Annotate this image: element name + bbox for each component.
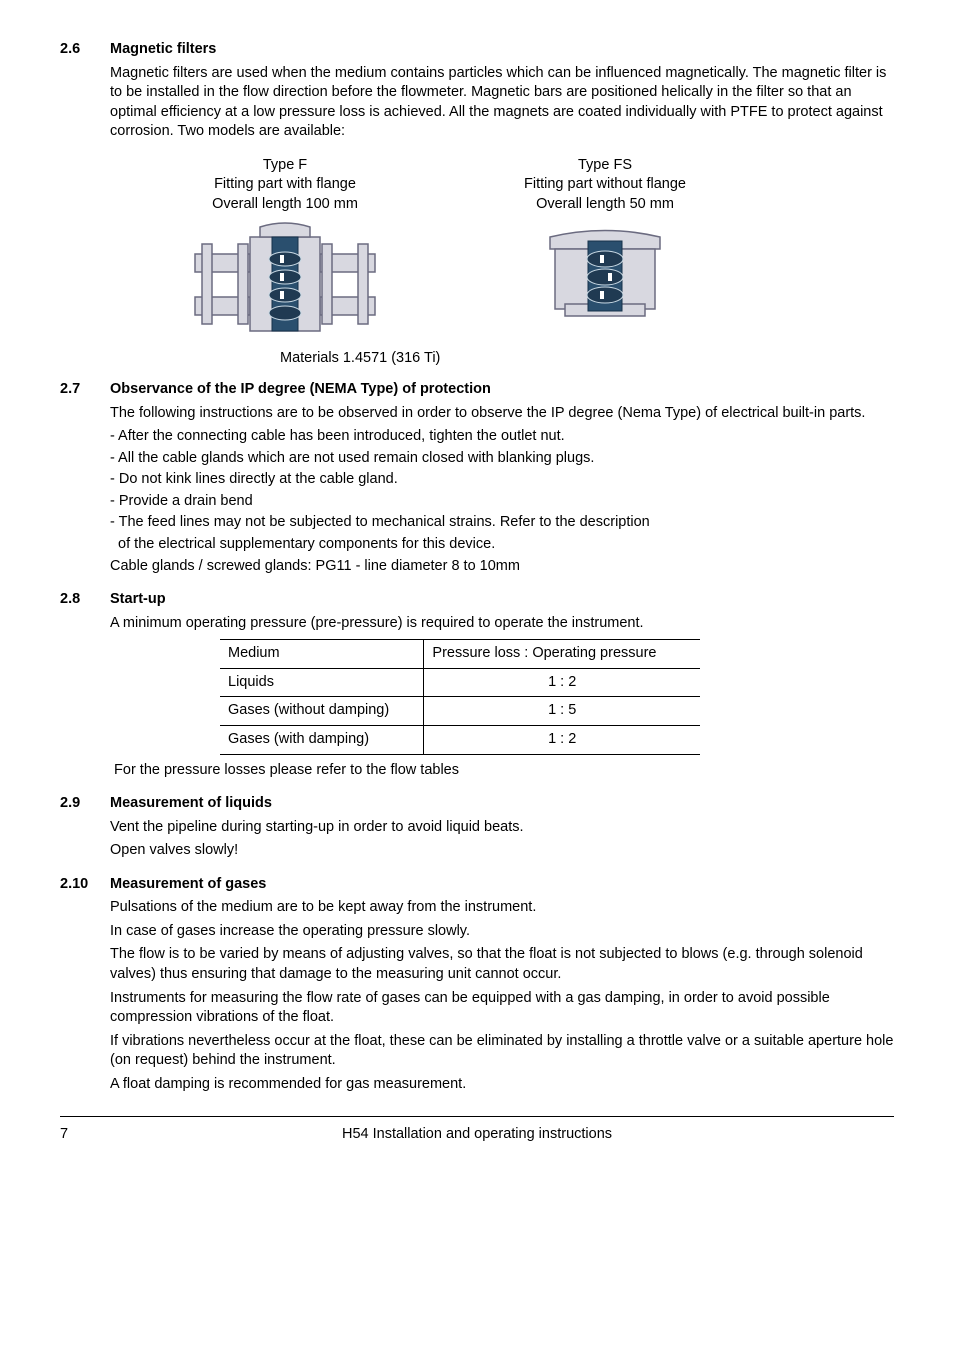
- paragraph: Pulsations of the medium are to be kept …: [110, 898, 894, 918]
- section-number: 2.10: [60, 875, 110, 1099]
- section-number: 2.7: [60, 380, 110, 580]
- table-cell: Gases (with damping): [220, 725, 424, 754]
- section-body: Measurement of gases Pulsations of the m…: [110, 875, 894, 1099]
- section-title: Measurement of gases: [110, 875, 894, 895]
- table-cell: Liquids: [220, 668, 424, 697]
- section-title: Magnetic filters: [110, 40, 894, 60]
- filter-type-fs-column: Type FS Fitting part without flange Over…: [460, 156, 750, 339]
- section-number: 2.6: [60, 40, 110, 368]
- table-header-medium: Medium: [220, 640, 424, 669]
- paragraph: Vent the pipeline during starting-up in …: [110, 818, 894, 838]
- table-row: Gases (without damping) 1 : 5: [220, 697, 700, 726]
- paragraph: Cable glands / screwed glands: PG11 - li…: [110, 557, 894, 577]
- table-cell: 1 : 2: [424, 668, 700, 697]
- filter-fs-line3: Overall length 50 mm: [460, 195, 750, 215]
- section-title: Start-up: [110, 590, 894, 610]
- table-row: Liquids 1 : 2: [220, 668, 700, 697]
- paragraph: If vibrations nevertheless occur at the …: [110, 1032, 894, 1071]
- table-row: Gases (with damping) 1 : 2: [220, 725, 700, 754]
- paragraph: Open valves slowly!: [110, 841, 894, 861]
- list-item: - After the connecting cable has been in…: [110, 427, 894, 447]
- section-body: Observance of the IP degree (NEMA Type) …: [110, 380, 894, 580]
- filter-fs-line2: Fitting part without flange: [460, 175, 750, 195]
- filter-f-diagram: [140, 219, 430, 339]
- section-number: 2.9: [60, 794, 110, 865]
- section-number: 2.8: [60, 590, 110, 784]
- list-item: of the electrical supplementary componen…: [110, 535, 894, 555]
- paragraph: The following instructions are to be obs…: [110, 404, 894, 424]
- footer-title: H54 Installation and operating instructi…: [110, 1125, 844, 1145]
- page-footer: 7 H54 Installation and operating instruc…: [60, 1116, 894, 1145]
- table-cell: Gases (without damping): [220, 697, 424, 726]
- paragraph: The flow is to be varied by means of adj…: [110, 945, 894, 984]
- filter-fs-diagram: [460, 219, 750, 319]
- filter-f-line3: Overall length 100 mm: [140, 195, 430, 215]
- paragraph: In case of gases increase the operating …: [110, 922, 894, 942]
- filter-f-line1: Type F: [140, 156, 430, 176]
- section-2-8: 2.8 Start-up A minimum operating pressur…: [60, 590, 894, 784]
- footer-spacer: [844, 1125, 894, 1145]
- section-title: Measurement of liquids: [110, 794, 894, 814]
- list-item: - All the cable glands which are not use…: [110, 449, 894, 469]
- section-2-9: 2.9 Measurement of liquids Vent the pipe…: [60, 794, 894, 865]
- paragraph: Instruments for measuring the flow rate …: [110, 989, 894, 1028]
- section-2-7: 2.7 Observance of the IP degree (NEMA Ty…: [60, 380, 894, 580]
- section-2-10: 2.10 Measurement of gases Pulsations of …: [60, 875, 894, 1099]
- paragraph: For the pressure losses please refer to …: [110, 761, 894, 781]
- materials-caption: Materials 1.4571 (316 Ti): [280, 349, 894, 369]
- filter-f-line2: Fitting part with flange: [140, 175, 430, 195]
- paragraph: A minimum operating pressure (pre-pressu…: [110, 614, 894, 634]
- list-item: - The feed lines may not be subjected to…: [110, 513, 894, 533]
- filter-fs-line1: Type FS: [460, 156, 750, 176]
- filter-diagrams-row: Type F Fitting part with flange Overall …: [110, 156, 894, 339]
- pressure-table: Medium Pressure loss : Operating pressur…: [220, 639, 700, 754]
- page-number: 7: [60, 1125, 110, 1145]
- section-body: Measurement of liquids Vent the pipeline…: [110, 794, 894, 865]
- paragraph: A float damping is recommended for gas m…: [110, 1075, 894, 1095]
- table-header-ratio: Pressure loss : Operating pressure: [424, 640, 700, 669]
- paragraph: Magnetic filters are used when the mediu…: [110, 64, 894, 142]
- table-cell: 1 : 5: [424, 697, 700, 726]
- list-item: - Do not kink lines directly at the cabl…: [110, 470, 894, 490]
- document-page: 2.6 Magnetic filters Magnetic filters ar…: [0, 0, 954, 1351]
- table-cell: 1 : 2: [424, 725, 700, 754]
- filter-type-f-column: Type F Fitting part with flange Overall …: [140, 156, 430, 339]
- list-item: - Provide a drain bend: [110, 492, 894, 512]
- table-row: Medium Pressure loss : Operating pressur…: [220, 640, 700, 669]
- section-title: Observance of the IP degree (NEMA Type) …: [110, 380, 894, 400]
- section-body: Start-up A minimum operating pressure (p…: [110, 590, 894, 784]
- section-body: Magnetic filters Magnetic filters are us…: [110, 40, 894, 368]
- section-2-6: 2.6 Magnetic filters Magnetic filters ar…: [60, 40, 894, 368]
